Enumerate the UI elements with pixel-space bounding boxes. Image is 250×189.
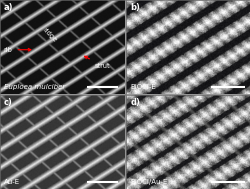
Text: c): c) bbox=[4, 98, 12, 107]
Text: ridge: ridge bbox=[42, 26, 58, 43]
Text: Euploea mulciber: Euploea mulciber bbox=[4, 84, 65, 90]
Text: Au-E: Au-E bbox=[4, 179, 20, 185]
Text: d): d) bbox=[130, 98, 140, 107]
Text: BiOCl/Au-E: BiOCl/Au-E bbox=[130, 179, 167, 185]
Text: rib: rib bbox=[4, 47, 31, 53]
Text: a): a) bbox=[4, 3, 13, 12]
Text: strut: strut bbox=[84, 56, 110, 69]
Text: b): b) bbox=[130, 3, 140, 12]
Text: BiOCl-E: BiOCl-E bbox=[130, 84, 155, 90]
